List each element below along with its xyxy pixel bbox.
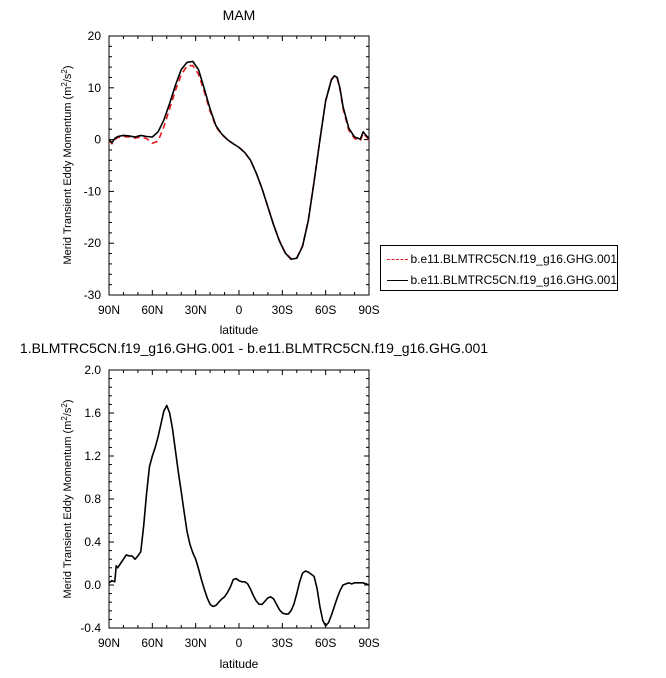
top-plot-frame xyxy=(108,35,370,296)
y-tick: 0 xyxy=(94,133,369,147)
x-tick-label: 30S xyxy=(272,636,293,650)
top-ylabel: Merid Transient Eddy Momentum (m2/s2) xyxy=(60,65,74,264)
x-tick: 0 xyxy=(236,370,243,650)
legend-label-solid: b.e11.BLMTRC5CN.f19_g16.GHG.001 xyxy=(410,273,617,287)
bottom-ylabel-main: Merid Transient Eddy Momentum (m xyxy=(62,421,74,599)
y-tick: -20 xyxy=(84,236,369,250)
x-tick: 90S xyxy=(358,36,380,317)
x-tick: 30S xyxy=(272,36,293,317)
y-tick-label: -10 xyxy=(84,184,102,198)
y-tick: 1.2 xyxy=(84,449,369,463)
x-tick: 60N xyxy=(141,36,163,317)
legend-label-dashed: b.e11.BLMTRC5CN.f19_g16.GHG.001 xyxy=(410,252,617,266)
top-ticks: 90N 60N 30N 0 30S 60S 90S 20 10 0 -10 -20 -30 xyxy=(84,29,380,317)
y-tick-label: -0.4 xyxy=(80,621,101,635)
x-tick-label: 90S xyxy=(358,636,379,650)
bottom-plot-frame xyxy=(108,369,370,629)
bottom-ylabel-sup: 2 xyxy=(60,416,69,421)
y-tick: -0.4 xyxy=(80,621,369,635)
series-line-1 xyxy=(108,60,370,261)
bottom-ylabel-sup2: 2 xyxy=(60,403,69,408)
x-tick: 60N xyxy=(141,370,163,650)
y-tick: -30 xyxy=(84,288,369,302)
bottom-title: 1.BLMTRC5CN.f19_g16.GHG.001 - b.e11.BLMT… xyxy=(20,340,488,356)
top-ylabel-sup: 2 xyxy=(60,82,69,87)
y-tick-label: 1.6 xyxy=(84,406,101,420)
x-tick-label: 0 xyxy=(236,303,243,317)
x-tick-label: 30S xyxy=(272,303,293,317)
bottom-ylabel: Merid Transient Eddy Momentum (m2/s2) xyxy=(60,399,74,598)
y-tick: 1.6 xyxy=(84,406,369,420)
top-title: MAM xyxy=(223,7,256,23)
y-tick-label: 1.2 xyxy=(84,449,101,463)
x-tick-label: 60N xyxy=(141,636,163,650)
x-tick-label: 30N xyxy=(185,636,207,650)
y-tick: 2.0 xyxy=(84,363,369,377)
x-tick: 30N xyxy=(185,370,207,650)
legend-swatch-solid xyxy=(387,279,409,281)
y-tick-label: -30 xyxy=(84,288,102,302)
legend-item-dashed: b.e11.BLMTRC5CN.f19_g16.GHG.001 xyxy=(381,249,617,269)
x-tick-label: 90N xyxy=(98,303,120,317)
bottom-xlabel: latitude xyxy=(220,657,259,671)
top-xlabel: latitude xyxy=(220,323,259,337)
top-series-group xyxy=(108,60,370,261)
bottom-series-group xyxy=(108,404,370,627)
y-tick-label: 10 xyxy=(88,81,102,95)
y-tick-label: 2.0 xyxy=(84,363,101,377)
y-tick: 0.8 xyxy=(84,492,369,506)
top-ylabel-main: Merid Transient Eddy Momentum (m xyxy=(62,87,74,265)
top-ylabel-sup2: 2 xyxy=(60,69,69,74)
top-ylabel-end: ) xyxy=(62,65,74,69)
series-line-0 xyxy=(108,64,370,260)
x-tick-label: 30N xyxy=(185,303,207,317)
y-tick: 0.4 xyxy=(84,535,369,549)
y-tick-label: 0.8 xyxy=(84,492,101,506)
x-tick-label: 60S xyxy=(315,303,336,317)
x-tick-label: 90N xyxy=(98,636,120,650)
y-tick-label: 0 xyxy=(94,133,101,147)
y-tick-label: -20 xyxy=(84,236,102,250)
x-tick: 30N xyxy=(185,36,207,317)
legend-swatch-dashed xyxy=(387,258,409,260)
bottom-ticks: 90N 60N 30N 0 30S 60S 90S 2.0 1.6 1.2 0.8 0.4 0.0 -0.… xyxy=(80,363,379,650)
x-tick: 0 xyxy=(236,36,243,317)
x-tick-label: 60N xyxy=(141,303,163,317)
y-tick: 0.0 xyxy=(84,578,369,592)
bottom-panel: 1.BLMTRC5CN.f19_g16.GHG.001 - b.e11.BLMT… xyxy=(20,340,488,671)
y-tick-label: 0.4 xyxy=(84,535,101,549)
x-tick-label: 90S xyxy=(358,303,379,317)
bottom-ylabel-end: ) xyxy=(62,399,74,403)
x-tick: 90S xyxy=(358,370,380,650)
legend-item-solid: b.e11.BLMTRC5CN.f19_g16.GHG.001 xyxy=(381,270,617,290)
y-tick: 10 xyxy=(88,81,369,95)
x-tick: 90N xyxy=(98,370,120,650)
y-tick-label: 0.0 xyxy=(84,578,101,592)
series-line-0 xyxy=(108,404,370,627)
x-tick: 30S xyxy=(272,370,293,650)
x-tick-label: 60S xyxy=(315,636,336,650)
x-tick: 90N xyxy=(98,36,120,317)
top-ylabel-mid: /s xyxy=(62,73,74,82)
y-tick: 20 xyxy=(88,29,369,43)
top-panel: MAM 90N 60N 30N 0 30S 60S 90S 20 10 0 -10 -20 -30 la… xyxy=(60,7,380,337)
y-tick: -10 xyxy=(84,184,369,198)
x-tick: 60S xyxy=(315,36,336,317)
top-legend: b.e11.BLMTRC5CN.f19_g16.GHG.001 b.e11.BL… xyxy=(380,245,618,291)
x-tick-label: 0 xyxy=(236,636,243,650)
y-tick-label: 20 xyxy=(88,29,102,43)
bottom-ylabel-mid: /s xyxy=(62,407,74,416)
